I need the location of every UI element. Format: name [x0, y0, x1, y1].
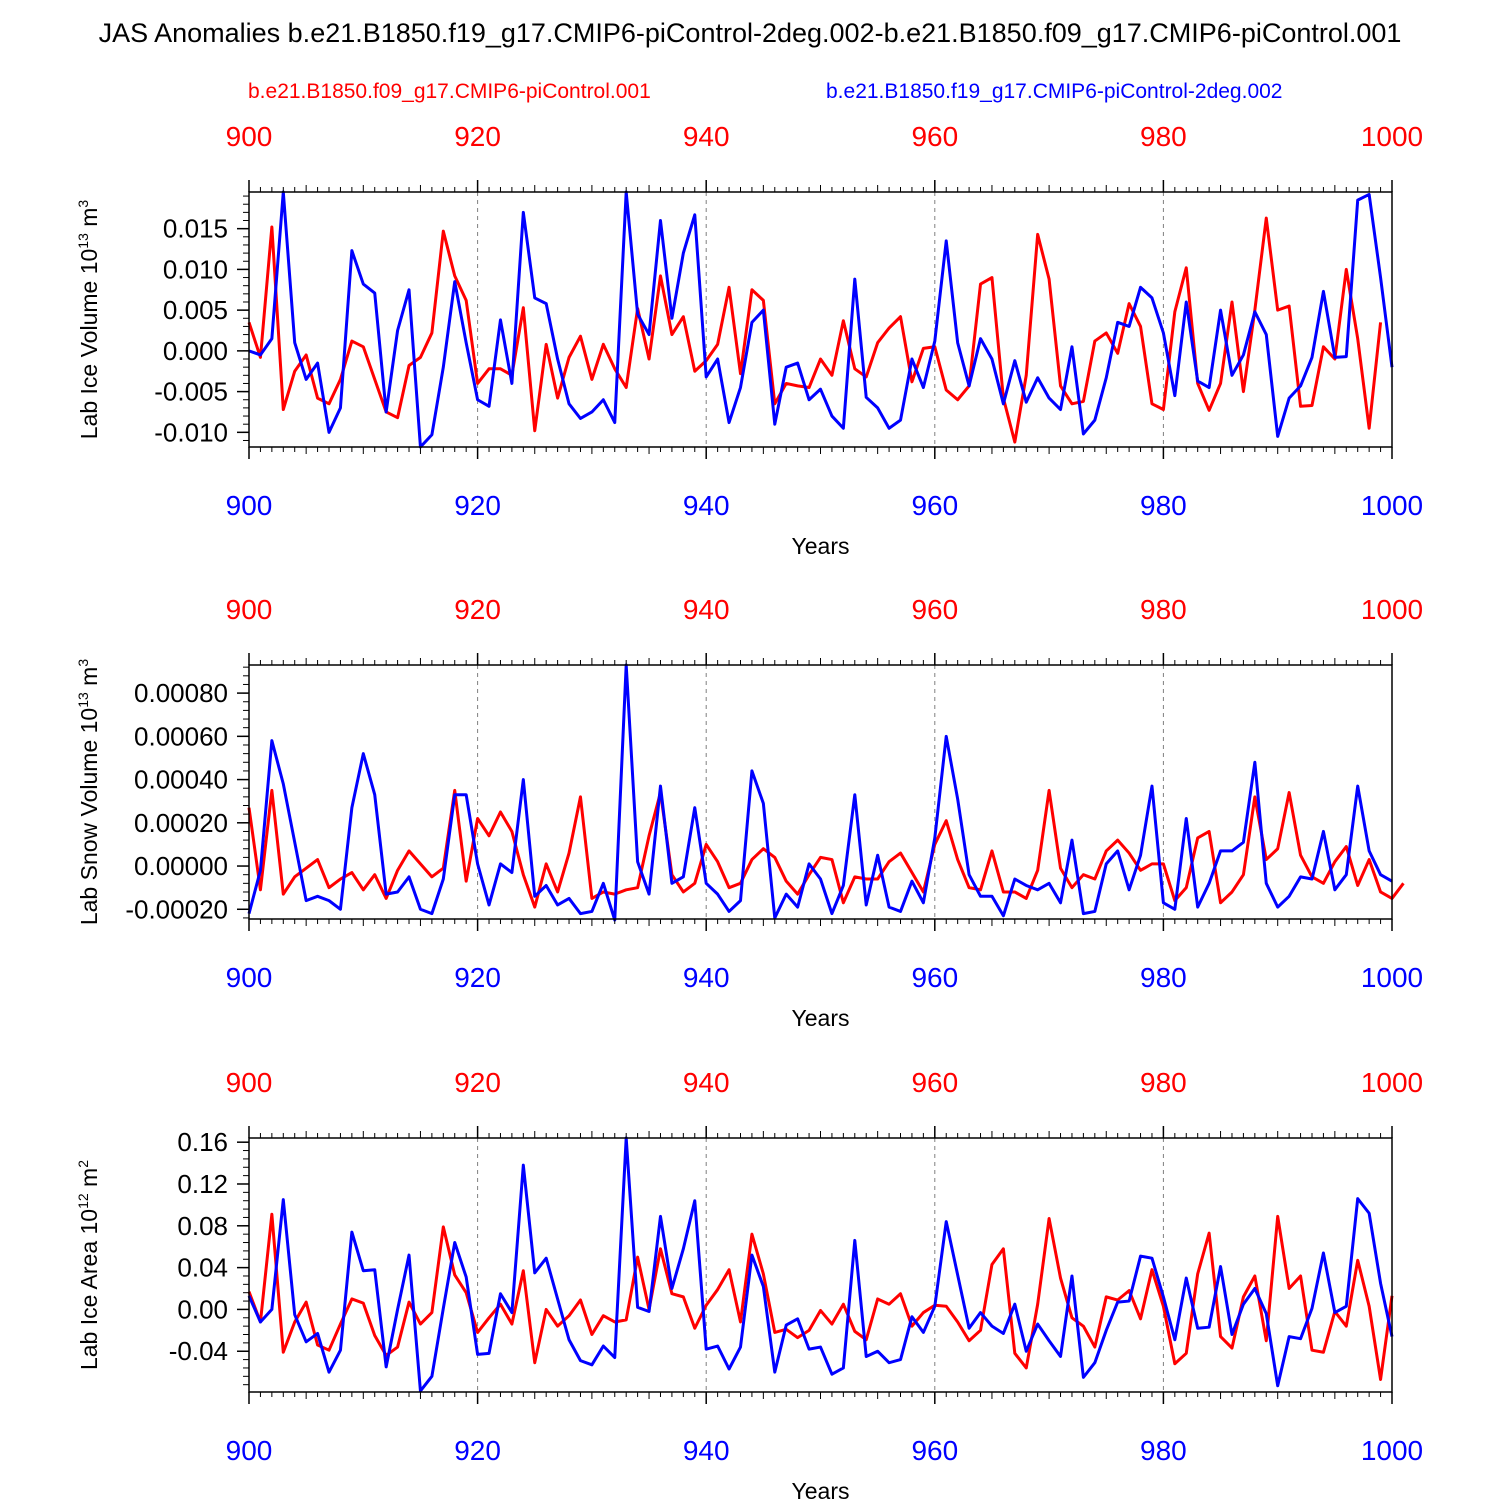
panel-1-xtick-label-bottom: 920 — [454, 490, 501, 521]
panel-2-ytick-label: 0.00080 — [134, 678, 228, 708]
panel-2-ytick-label: 0.00000 — [134, 851, 228, 881]
panel-1-ytick-label: 0.010 — [163, 254, 228, 284]
panel-3-xtick-label-bottom: 1000 — [1361, 1435, 1423, 1466]
panel-1-ytick-label: 0.005 — [163, 295, 228, 325]
panel-3-xtick-label-bottom: 900 — [226, 1435, 273, 1466]
panel-3-series-red — [247, 1212, 1394, 1381]
panel-3-ylabel-part: m — [76, 1168, 102, 1194]
panel-1-ylabel-part: 3 — [75, 200, 91, 208]
panel-2-series-red — [247, 788, 1405, 909]
panel-1-ytick-label: -0.005 — [154, 377, 228, 407]
panel-2-xtick-label-top: 900 — [226, 594, 273, 625]
panel-2-xtick-label-bottom: 980 — [1140, 962, 1187, 993]
panel-3-xtick-label-bottom: 980 — [1140, 1435, 1187, 1466]
panel-3-ytick-label: 0.04 — [177, 1253, 228, 1283]
panel-2-series-blue — [247, 663, 1393, 922]
panel-1-xtick-label-top: 940 — [683, 121, 730, 152]
panel-1-xtick-label-bottom: 980 — [1140, 490, 1187, 521]
panel-2-xtick-label-bottom: 940 — [683, 962, 730, 993]
panel-3-ytick-label: 0.12 — [177, 1169, 228, 1199]
panel-3-series-blue — [247, 1136, 1394, 1393]
panel-2-xtick-label-bottom: 920 — [454, 962, 501, 993]
panel-1-ylabel-part: 13 — [75, 233, 91, 249]
panel-1-series-blue — [248, 190, 1394, 449]
panel-3-ytick-label: -0.04 — [169, 1336, 228, 1366]
panel-3-xtick-label-top: 900 — [226, 1067, 273, 1098]
panel-1-ytick-label: 0.000 — [163, 336, 228, 366]
panel-2-ylabel-part: Lab Snow Volume 10 — [76, 708, 102, 925]
panel-3-ylabel: Lab Ice Area 1012 m2 — [75, 1160, 102, 1370]
panel-3-xlabel: Years — [792, 1478, 850, 1500]
panel-1-ylabel-part: m — [76, 208, 102, 234]
panel-3-xtick-label-top: 920 — [454, 1067, 501, 1098]
panel-1-ytick-label: -0.010 — [154, 417, 228, 447]
panel-2-ylabel-part: m — [76, 667, 102, 693]
panel-2-xtick-label-bottom: 1000 — [1361, 962, 1423, 993]
panel-1-ylabel: Lab Ice Volume 1013 m3 — [75, 200, 102, 440]
panel-3-ylabel-part: 12 — [75, 1193, 91, 1209]
panel-3-ylabel-part: 2 — [75, 1160, 91, 1168]
chart-title: JAS Anomalies b.e21.B1850.f19_g17.CMIP6-… — [98, 18, 1402, 48]
panel-1-xlabel: Years — [792, 533, 850, 559]
panel-1-series-red — [247, 216, 1383, 444]
panel-3-ytick-label: 0.08 — [177, 1211, 228, 1241]
panel-1-xtick-label-top: 980 — [1140, 121, 1187, 152]
panel-2-xtick-label-top: 1000 — [1361, 594, 1423, 625]
panel-2-ylabel: Lab Snow Volume 1013 m3 — [75, 659, 102, 926]
panel-2-xtick-label-top: 960 — [911, 594, 958, 625]
panel-3-xtick-label-top: 960 — [911, 1067, 958, 1098]
panel-1-xtick-label-bottom: 1000 — [1361, 490, 1423, 521]
panel-2-xlabel: Years — [792, 1005, 850, 1031]
panel-2-ytick-label: 0.00040 — [134, 765, 228, 795]
panel-2-ytick-label: -0.00020 — [125, 894, 228, 924]
panel-3-xtick-label-top: 980 — [1140, 1067, 1187, 1098]
panel-2-ylabel-part: 3 — [75, 659, 91, 667]
panel-2-xtick-label-top: 980 — [1140, 594, 1187, 625]
panel-3-xtick-label-top: 940 — [683, 1067, 730, 1098]
panel-1-xtick-label-top: 920 — [454, 121, 501, 152]
panel-1-ytick-label: 0.015 — [163, 214, 228, 244]
panel-3-ytick-label: 0.16 — [177, 1127, 228, 1157]
panel-2-xtick-label-top: 920 — [454, 594, 501, 625]
panel-1-xtick-label-bottom: 960 — [911, 490, 958, 521]
panel-2-ylabel-part: 13 — [75, 692, 91, 708]
panel-2-ytick-label: 0.00060 — [134, 721, 228, 751]
panel-3-xtick-label-top: 1000 — [1361, 1067, 1423, 1098]
panel-1-xtick-label-top: 900 — [226, 121, 273, 152]
legend-red-series: b.e21.B1850.f09_g17.CMIP6-piControl.001 — [248, 80, 651, 103]
panel-1-xtick-label-bottom: 940 — [683, 490, 730, 521]
panel-3-frame — [248, 1137, 1393, 1393]
panel-3-ytick-label: 0.00 — [177, 1294, 228, 1324]
panel-1-ylabel-part: Lab Ice Volume 10 — [76, 249, 102, 440]
panel-2-ytick-label: 0.00020 — [134, 808, 228, 838]
panel-2-xtick-label-bottom: 900 — [226, 962, 273, 993]
panel-2-xtick-label-top: 940 — [683, 594, 730, 625]
panel-1-xtick-label-top: 1000 — [1361, 121, 1423, 152]
panel-2-xtick-label-bottom: 960 — [911, 962, 958, 993]
panel-1-xtick-label-top: 960 — [911, 121, 958, 152]
panel-1-xtick-label-bottom: 900 — [226, 490, 273, 521]
panel-3-ylabel-part: Lab Ice Area 10 — [76, 1209, 102, 1370]
panel-3-xtick-label-bottom: 960 — [911, 1435, 958, 1466]
panel-3-xtick-label-bottom: 940 — [683, 1435, 730, 1466]
panel-3-xtick-label-bottom: 920 — [454, 1435, 501, 1466]
legend-blue-series: b.e21.B1850.f19_g17.CMIP6-piControl-2deg… — [826, 80, 1283, 103]
